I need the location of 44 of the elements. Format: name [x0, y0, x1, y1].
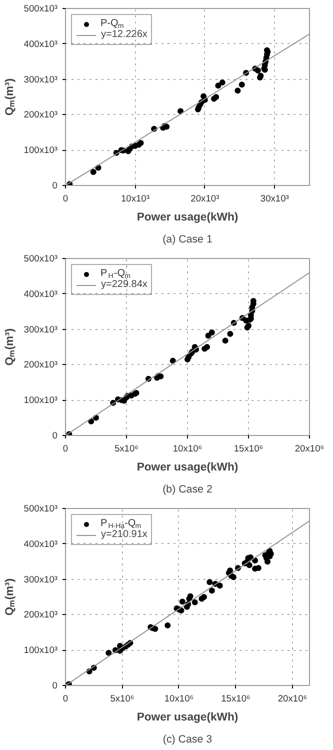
- text: (b) Case 2: [162, 484, 212, 496]
- x-tick-label: 0: [62, 694, 68, 704]
- y-tick-label: 300x10³: [24, 324, 58, 334]
- x-tick-label: 10x10⁶: [164, 694, 194, 704]
- x-tick-label: 20x10⁶: [294, 444, 324, 454]
- x-tick-label: 0: [62, 444, 68, 454]
- x-tick-label: 15x10⁶: [221, 694, 251, 704]
- y-tick-label: 100x10³: [24, 145, 58, 156]
- x-axis-title: Power usage(kWh): [136, 462, 238, 474]
- y-tick-label: 0: [52, 180, 58, 190]
- x-axis-title: Power usage(kWh): [136, 712, 238, 724]
- x-axis-title: Power usage(kWh): [136, 212, 238, 224]
- legend-label: y=12.226x: [101, 29, 148, 40]
- y-tick-label: 100x10³: [24, 645, 58, 656]
- x-tick-label: 20x10⁶: [278, 694, 308, 704]
- y-tick-label: 100x10³: [24, 395, 58, 406]
- y-tick-label: 400x10³: [24, 538, 58, 549]
- legend-label: y=210.91x: [101, 529, 148, 540]
- y-tick-label: 500x10³: [24, 504, 58, 514]
- y-tick-label: 500x10³: [24, 254, 58, 264]
- y-tick-label: 200x10³: [24, 360, 58, 370]
- y-tick-label: 200x10³: [24, 110, 58, 120]
- text: (a) Case 1: [162, 234, 212, 246]
- x-tick-label: 20x10³: [190, 194, 220, 204]
- x-tick-label: 10x10³: [120, 194, 150, 204]
- y-axis-title: Qₘ(m³): [4, 578, 16, 616]
- y-tick-label: 400x10³: [24, 38, 58, 49]
- y-axis-title: Qₘ(m³): [4, 78, 16, 116]
- x-tick-label: 5x10⁶: [114, 444, 139, 454]
- text: (c) Case 3: [162, 734, 212, 746]
- y-tick-label: 300x10³: [24, 74, 58, 84]
- x-tick-label: 15x10⁶: [234, 444, 264, 454]
- y-tick-label: 400x10³: [24, 288, 58, 299]
- x-tick-label: 0: [62, 194, 68, 204]
- y-tick-label: 0: [52, 430, 58, 440]
- x-tick-label: 10x10⁶: [172, 444, 202, 454]
- x-tick-label: 5x10⁶: [110, 694, 134, 704]
- y-axis-title: Qₘ(m³): [4, 328, 16, 366]
- legend-label: y=229.84x: [101, 279, 148, 290]
- x-tick-label: 30x10³: [260, 194, 289, 204]
- y-tick-label: 0: [52, 680, 58, 690]
- y-tick-label: 200x10³: [24, 610, 58, 620]
- y-tick-label: 500x10³: [24, 4, 58, 14]
- y-tick-label: 300x10³: [24, 574, 58, 584]
